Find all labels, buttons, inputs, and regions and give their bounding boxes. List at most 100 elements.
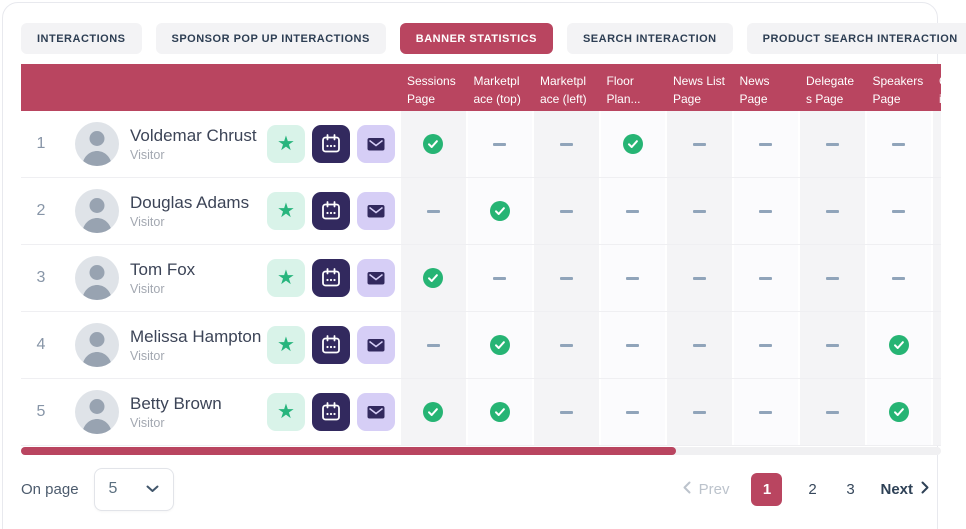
scrollbar-thumb[interactable] (21, 447, 676, 455)
star-icon[interactable]: ★ (267, 259, 305, 297)
check-icon (490, 402, 510, 422)
stat-cell (865, 379, 932, 445)
stat-cell (466, 379, 533, 445)
check-icon (889, 402, 909, 422)
check-icon (623, 134, 643, 154)
column-header: Marketplace (left) (532, 64, 599, 111)
table-row: 1Voldemar ChrustVisitor★ (21, 111, 941, 178)
horizontal-scrollbar[interactable] (21, 447, 941, 455)
tab-product-search-interaction[interactable]: PRODUCT SEARCH INTERACTION (747, 23, 966, 54)
stat-cell (599, 312, 666, 378)
profile-cell: 4Melissa HamptonVisitor★ (21, 312, 399, 378)
attendee-name: Voldemar Chrust (130, 126, 257, 146)
rows-per-page: On page 5 (21, 468, 174, 511)
next-button[interactable]: Next (880, 481, 929, 498)
row-actions: ★ (267, 259, 395, 297)
dash-icon (759, 411, 772, 414)
calendar-icon[interactable] (312, 125, 350, 163)
table-footer: On page 5 Prev 1 2 3 Next (21, 465, 929, 513)
dash-icon (759, 344, 772, 347)
dash-icon (826, 344, 839, 347)
stat-cell (865, 245, 932, 311)
dash-icon (560, 210, 573, 213)
avatar (75, 256, 119, 300)
prev-button[interactable]: Prev (683, 481, 730, 498)
star-icon[interactable]: ★ (267, 326, 305, 364)
column-header: NewsPage (732, 64, 799, 111)
attendee-role: Visitor (130, 148, 257, 162)
star-icon[interactable]: ★ (267, 192, 305, 230)
stat-cell (732, 111, 799, 177)
stat-cell (399, 178, 466, 244)
column-header: FloorPlan... (599, 64, 666, 111)
stat-cell (665, 312, 732, 378)
stat-cell (732, 379, 799, 445)
stat-cell (665, 111, 732, 177)
stat-cell (665, 245, 732, 311)
stat-cell (798, 245, 865, 311)
statistics-card: INTERACTIONS SPONSOR POP UP INTERACTIONS B… (2, 2, 938, 529)
check-icon (889, 335, 909, 355)
stat-cells (399, 312, 941, 378)
stat-cell (665, 178, 732, 244)
dash-icon (759, 143, 772, 146)
calendar-icon[interactable] (312, 192, 350, 230)
stat-cells (399, 178, 941, 244)
tab-sponsor-pop-up-interactions[interactable]: SPONSOR POP UP INTERACTIONS (156, 23, 386, 54)
page-button-2[interactable]: 2 (804, 481, 820, 498)
star-icon[interactable]: ★ (267, 125, 305, 163)
envelope-icon[interactable] (357, 125, 395, 163)
attendee-role: Visitor (130, 282, 195, 296)
calendar-icon[interactable] (312, 326, 350, 364)
envelope-icon[interactable] (357, 326, 395, 364)
dash-icon (826, 210, 839, 213)
stat-cell (466, 111, 533, 177)
stat-cell (798, 379, 865, 445)
stat-cells (399, 379, 941, 445)
stat-cell (599, 379, 666, 445)
table-row: 2Douglas AdamsVisitor★ (21, 178, 941, 245)
table-row: 5Betty BrownVisitor★ (21, 379, 941, 446)
stat-cell (532, 111, 599, 177)
row-number: 4 (21, 336, 61, 354)
per-page-select[interactable]: 5 (94, 468, 174, 511)
column-header: SpeakersPage (865, 64, 932, 111)
avatar (75, 189, 119, 233)
dash-icon (626, 277, 639, 280)
attendee-name: Melissa Hampton (130, 327, 261, 347)
envelope-icon[interactable] (357, 192, 395, 230)
chevron-right-icon (921, 481, 929, 498)
stat-cell (665, 379, 732, 445)
attendee-info: Douglas AdamsVisitor (130, 193, 249, 229)
page-button-1[interactable]: 1 (751, 473, 782, 506)
prev-label: Prev (699, 481, 730, 498)
row-actions: ★ (267, 192, 395, 230)
star-icon[interactable]: ★ (267, 393, 305, 431)
tab-bar: INTERACTIONS SPONSOR POP UP INTERACTIONS B… (21, 23, 927, 54)
stat-cell (599, 111, 666, 177)
calendar-icon[interactable] (312, 393, 350, 431)
page-button-3[interactable]: 3 (842, 481, 858, 498)
dash-icon (560, 143, 573, 146)
dash-icon (826, 143, 839, 146)
avatar (75, 323, 119, 367)
stat-cell (532, 312, 599, 378)
pagination: Prev 1 2 3 Next (683, 473, 929, 506)
stat-cell (798, 178, 865, 244)
tab-interactions[interactable]: INTERACTIONS (21, 23, 142, 54)
envelope-icon[interactable] (357, 259, 395, 297)
stat-cell (399, 111, 466, 177)
envelope-icon[interactable] (357, 393, 395, 431)
dash-icon (427, 344, 440, 347)
chevron-left-icon (683, 481, 691, 498)
dash-icon (626, 344, 639, 347)
dash-icon (892, 143, 905, 146)
calendar-icon[interactable] (312, 259, 350, 297)
column-header: SessionsPage (399, 64, 466, 111)
attendee-name: Tom Fox (130, 260, 195, 280)
dash-icon (892, 277, 905, 280)
tab-banner-statistics[interactable]: BANNER STATISTICS (400, 23, 553, 54)
dash-icon (560, 277, 573, 280)
tab-search-interaction[interactable]: SEARCH INTERACTION (567, 23, 733, 54)
dash-icon (493, 143, 506, 146)
